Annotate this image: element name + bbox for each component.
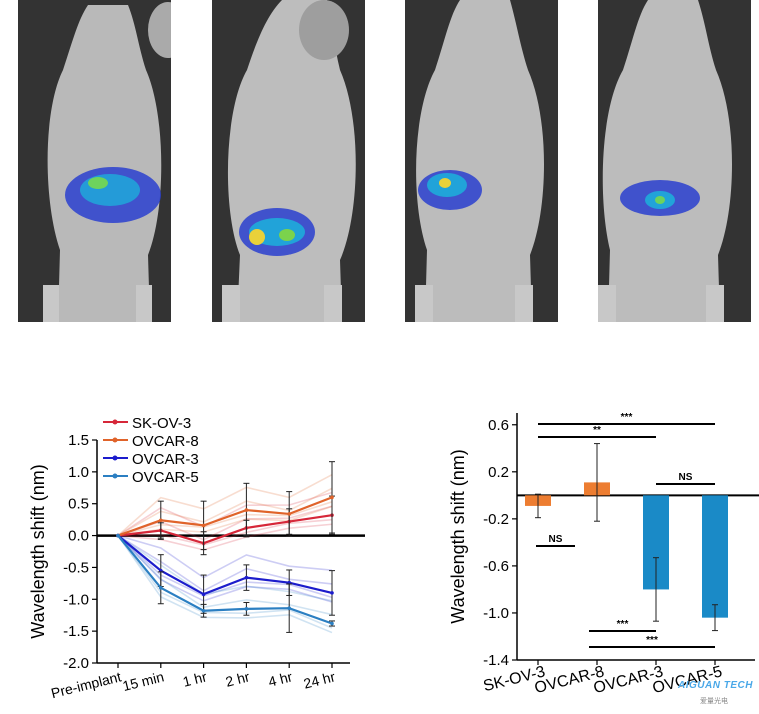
data-point [201,523,206,528]
x-tick-label: 15 min [121,668,166,694]
data-point [201,592,206,596]
x-tick-label: 1 hr [181,668,209,689]
individual-trace [117,534,333,592]
series-line [117,534,333,625]
data-point [244,508,249,512]
mouse-image-2 [212,0,365,322]
y-tick-label: -2.0 [63,655,89,672]
legend-marker [112,437,118,443]
data-point [244,575,249,580]
individual-trace [117,535,333,634]
significance-label: NS [679,472,693,483]
mouse-panel-1 [18,0,171,322]
individual-trace [117,473,333,537]
individual-trace [117,535,333,603]
bioluminescence-signal-3 [418,170,482,210]
legend-marker [112,455,118,461]
bioluminescence-signal-4 [620,180,700,216]
mouse-image-4 [598,0,751,322]
y-tick-label: 0.5 [68,496,89,513]
mouse-panel-3 [405,0,558,322]
y-axis-label: Wavelength shift (nm) [28,464,48,638]
individual-trace [117,535,333,629]
data-point [330,621,334,626]
data-point [287,512,292,516]
y-tick-label: -1.0 [483,605,509,622]
y-tick-label: -0.2 [483,511,509,528]
series-line [117,496,333,537]
y-tick-label: 1.5 [68,432,89,449]
individual-trace [117,535,333,616]
x-tick-label: Pre-implant [49,668,122,701]
mouse-panel-2 [212,0,365,322]
x-tick-label: 4 hr [267,668,295,689]
individual-trace [117,518,333,546]
legend-label: OVCAR-3 [132,451,199,468]
significance-label: NS [549,534,563,545]
bar [702,495,728,618]
line-chart: 1.5 1.0 0.5 0.0 -0.5 -1.0 -1.5 -2.0 Wavelength s… [28,415,365,701]
significance-label: *** [617,619,629,630]
data-point [244,607,249,611]
watermark: AIGUAN TECH [678,680,753,691]
individual-trace [117,523,333,551]
data-point [330,495,334,500]
series-line [117,514,333,545]
significance-label: *** [646,635,658,646]
data-point [330,591,334,595]
significance-label: *** [621,412,633,423]
legend-marker [112,419,118,425]
y-tick-label: -0.6 [483,558,509,575]
y-tick-label: 1.0 [68,464,89,481]
data-point [287,606,292,611]
bioluminescence-signal-2 [239,208,315,256]
mouse-image-1 [18,0,171,322]
legend-label: SK-OV-3 [132,415,191,432]
individual-trace [117,487,333,537]
mouse-panel-4 [598,0,751,322]
y-tick-label: 0.2 [488,464,509,481]
series-line [117,534,333,596]
y-tick-label: 0.6 [488,417,509,434]
data-point [116,533,120,538]
individual-trace [117,534,333,579]
legend-marker [112,473,118,479]
significance-label: ** [593,425,601,436]
individual-trace [117,501,333,537]
y-tick-label: -1.4 [483,652,509,669]
y-tick-label: 0.0 [68,528,89,545]
bioluminescence-signal-1 [65,167,161,223]
bar-chart: 0.6 0.2 -0.2 -0.6 -1.0 -1.4 Wavelength shift (… [448,412,759,697]
individual-trace [117,491,333,537]
data-point [159,518,163,523]
data-point [159,586,163,590]
y-axis-label: Wavelength shift (nm) [448,449,468,623]
y-tick-label: -0.5 [63,559,89,576]
legend-label: OVCAR-8 [132,433,199,450]
mouse-image-3 [405,0,558,322]
individual-trace [117,534,333,602]
individual-trace [117,534,333,599]
data-point [201,608,206,613]
y-tick-label: -1.5 [63,623,89,640]
y-tick-label: -1.0 [63,591,89,608]
x-tick-label: 24 hr [302,668,337,691]
watermark-subtext: 爱量光电 [700,698,728,705]
x-tick-label: 2 hr [224,668,252,689]
legend-label: OVCAR-5 [132,469,199,486]
